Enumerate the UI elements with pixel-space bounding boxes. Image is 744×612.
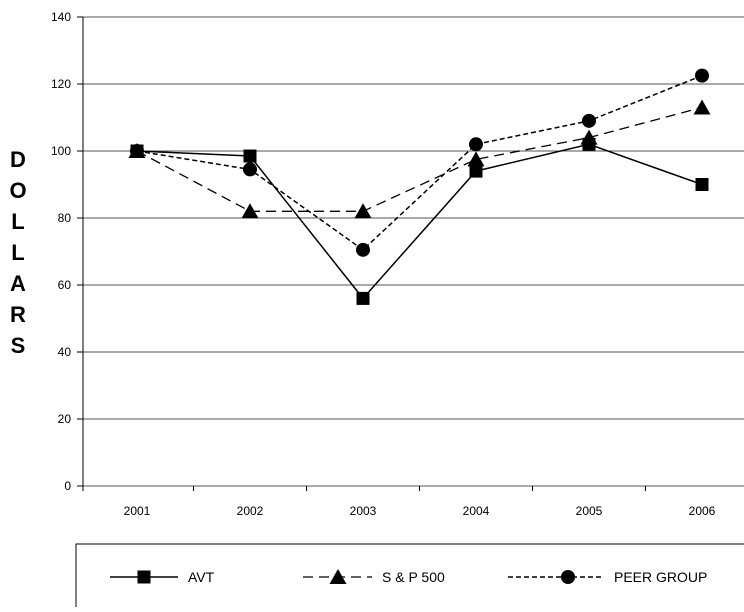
series-line-s-p-500 (136, 106, 703, 212)
series-s-p-500 (128, 99, 711, 219)
y-axis-label-letter: A (10, 271, 26, 296)
y-axis-label-letter: S (11, 333, 26, 358)
y-axis-label-letter: O (9, 178, 26, 203)
y-tick-label: 60 (58, 278, 72, 292)
y-axis-label-letter: R (10, 302, 26, 327)
data-point-avt-2006 (695, 178, 709, 191)
data-point-peer-group-2003 (356, 242, 370, 257)
data-point-peer-group-2001 (130, 144, 144, 158)
y-tick-label: 100 (51, 144, 71, 158)
y-tick-label: 140 (51, 10, 71, 24)
series-peer-group (130, 68, 709, 257)
legend-item-s-p-500: S & P 500 (303, 569, 445, 585)
data-point-s-p-500-2003 (354, 203, 372, 219)
legend-marker-avt (137, 570, 151, 584)
axis-layer: 0 20 40 60 80 100 120 140 2001 2002 2003 2004 2005 20… (51, 10, 716, 518)
data-point-s-p-500-2005 (580, 129, 598, 145)
legend-box (75, 543, 744, 610)
data-point-peer-group-2002 (243, 162, 257, 177)
series-line-avt (136, 143, 703, 300)
legend-label-peer-group: PEER GROUP (614, 569, 707, 585)
legend-item-peer-group: PEER GROUP (508, 569, 707, 585)
y-tick-label: 20 (58, 412, 72, 426)
data-point-peer-group-2004 (469, 137, 483, 152)
y-tick-label: 40 (58, 345, 72, 359)
data-point-s-p-500-2002 (241, 203, 259, 219)
y-axis-label-letter: D (10, 147, 26, 172)
series-line-peer-group (136, 74, 703, 251)
legend: AVT S & P 500 PEER GROUP (75, 543, 744, 610)
y-axis-label-letter: L (11, 240, 24, 265)
x-tick-label-2001: 2001 (124, 504, 151, 518)
x-tick-label-2003: 2003 (350, 504, 377, 518)
x-tick-label-2006: 2006 (689, 504, 716, 518)
legend-label-s-p-500: S & P 500 (382, 569, 445, 585)
x-tick-label-2004: 2004 (463, 504, 490, 518)
data-point-avt-2002 (243, 149, 257, 163)
y-tick-label: 120 (51, 77, 71, 91)
data-point-s-p-500-2004 (467, 151, 485, 167)
legend-marker-peer-group (561, 570, 575, 584)
data-point-avt-2004 (469, 164, 483, 178)
y-tick-label: 0 (64, 479, 71, 493)
grid-layer (83, 16, 744, 487)
data-point-peer-group-2006 (695, 68, 709, 83)
series-layer (128, 68, 711, 305)
y-tick-label: 80 (58, 211, 72, 225)
data-point-peer-group-2005 (582, 113, 596, 128)
series-avt (130, 137, 709, 305)
x-tick-label-2005: 2005 (576, 504, 603, 518)
legend-label-avt: AVT (188, 569, 215, 585)
x-tick-label-2002: 2002 (237, 504, 264, 518)
y-axis-label-letter: L (11, 209, 24, 234)
data-point-avt-2003 (356, 291, 370, 305)
legend-item-avt: AVT (110, 569, 215, 585)
legend-marker-s-p-500 (329, 569, 347, 584)
data-point-s-p-500-2006 (693, 99, 711, 115)
